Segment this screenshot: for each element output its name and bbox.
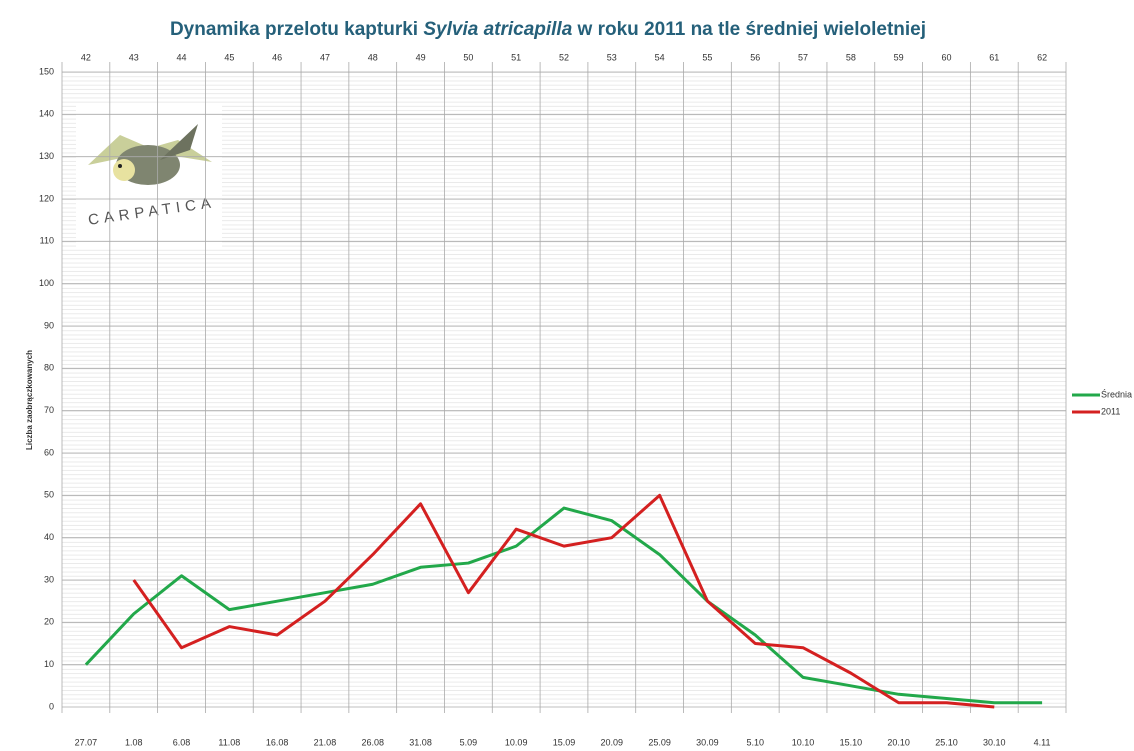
x-tick-label: 10.09 <box>505 737 528 747</box>
y-tick-label: 60 <box>44 447 54 457</box>
y-tick-label: 120 <box>39 193 54 203</box>
y-tick-label: 110 <box>40 236 54 246</box>
top-tick-label: 46 <box>272 52 282 62</box>
x-tick-label: 30.10 <box>983 737 1006 747</box>
y-axis-label: Liczba zaobrączkowanych <box>25 350 34 450</box>
top-tick-label: 60 <box>941 52 951 62</box>
x-tick-label: 27.07 <box>75 737 98 747</box>
y-tick-label: 80 <box>44 363 54 373</box>
top-tick-label: 44 <box>177 52 187 62</box>
y-tick-label: 40 <box>44 532 54 542</box>
y-tick-label: 150 <box>39 66 54 76</box>
y-tick-label: 50 <box>44 490 54 500</box>
y-tick-label: 70 <box>44 405 54 415</box>
logo: CARPATICA <box>76 104 222 248</box>
title-part: w roku 2011 na tle średniej wieloletniej <box>572 19 926 40</box>
x-tick-label: 20.09 <box>601 737 624 747</box>
y-tick-label: 100 <box>39 278 54 288</box>
x-tick-label: 10.10 <box>792 737 815 747</box>
chart-title: Dynamika przelotu kapturki Sylvia atrica… <box>170 19 926 40</box>
top-tick-label: 43 <box>129 52 139 62</box>
top-tick-label: 62 <box>1037 52 1047 62</box>
series-line <box>132 493 995 709</box>
x-tick-label: 15.10 <box>840 737 863 747</box>
top-tick-label: 57 <box>798 52 808 62</box>
top-tick-label: 48 <box>368 52 378 62</box>
y-tick-label: 90 <box>44 320 54 330</box>
y-tick-label: 140 <box>39 109 54 119</box>
legend-label: Średnia <box>1101 388 1132 399</box>
x-tick-label: 21.08 <box>314 737 337 747</box>
x-tick-label: 25.09 <box>648 737 671 747</box>
x-tick-label: 26.08 <box>361 737 384 747</box>
y-tick-label: 10 <box>44 659 54 669</box>
top-tick-label: 53 <box>607 52 617 62</box>
top-tick-label: 47 <box>320 52 330 62</box>
x-tick-label: 5.10 <box>746 737 764 747</box>
title-part: Sylvia atricapilla <box>423 19 572 40</box>
top-tick-label: 45 <box>224 52 234 62</box>
top-tick-label: 56 <box>750 52 760 62</box>
y-tick-label: 0 <box>49 701 54 711</box>
minor-grid <box>62 72 1066 707</box>
x-tick-label: 20.10 <box>887 737 910 747</box>
title-part: Dynamika przelotu kapturki <box>170 19 423 40</box>
legend-label: 2011 <box>1101 406 1120 416</box>
top-tick-label: 55 <box>702 52 712 62</box>
x-tick-label: 15.09 <box>553 737 576 747</box>
y-tick-label: 20 <box>44 617 54 627</box>
top-tick-label: 42 <box>81 52 91 62</box>
x-tick-label: 5.09 <box>460 737 478 747</box>
y-tick-label: 30 <box>44 574 54 584</box>
top-tick-label: 54 <box>655 52 665 62</box>
x-tick-label: 16.08 <box>266 737 289 747</box>
y-tick-label: 130 <box>39 151 54 161</box>
top-tick-label: 58 <box>846 52 856 62</box>
x-tick-label: 11.08 <box>218 737 240 747</box>
top-tick-label: 61 <box>989 52 999 62</box>
x-tick-label: 30.09 <box>696 737 719 747</box>
x-tick-label: 25.10 <box>935 737 958 747</box>
x-tick-label: 6.08 <box>173 737 191 747</box>
top-tick-label: 51 <box>511 52 521 62</box>
x-tick-label: 1.08 <box>125 737 143 747</box>
top-tick-label: 52 <box>559 52 569 62</box>
top-tick-label: 50 <box>463 52 473 62</box>
top-tick-label: 49 <box>416 52 426 62</box>
x-tick-label: 31.08 <box>409 737 432 747</box>
top-tick-label: 59 <box>894 52 904 62</box>
x-tick-label: 4.11 <box>1034 737 1051 747</box>
